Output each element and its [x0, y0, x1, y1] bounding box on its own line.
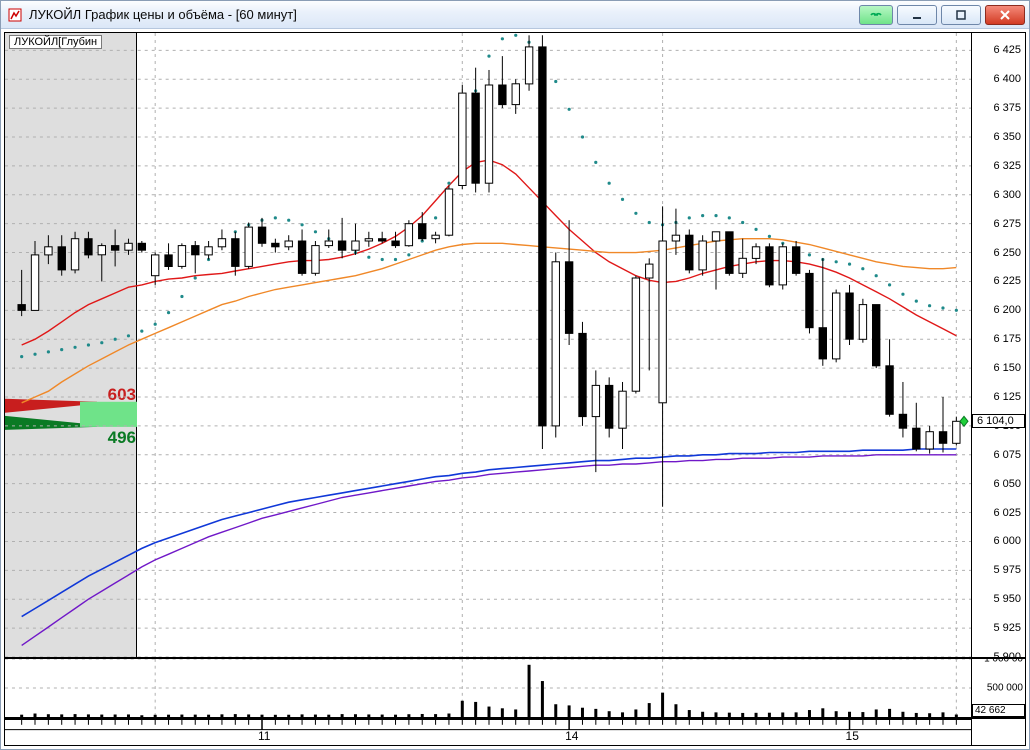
y-tick: 6 300 [993, 189, 1021, 201]
time-axis-pane: 11141516 [5, 719, 1025, 745]
y-tick: 5 950 [993, 593, 1021, 605]
chart-window: ЛУКОЙЛ График цены и объёма - [60 минут]… [0, 0, 1030, 750]
volume-pane[interactable]: 500 000 1 000 00 42 662 [5, 659, 1025, 719]
window-buttons [859, 5, 1025, 25]
y-tick: 6 200 [993, 304, 1021, 316]
y-tick: 6 000 [993, 535, 1021, 547]
y-tick: 6 075 [993, 449, 1021, 461]
price-pane[interactable]: ЛУКОЙЛ[Глубин 603496 5 9005 9255 9505 97… [5, 33, 1025, 659]
x-tick-label: 11 [258, 729, 270, 743]
y-tick: 6 225 [993, 275, 1021, 287]
y-tick: 6 125 [993, 391, 1021, 403]
app-icon [7, 7, 23, 23]
y-tick: 6 250 [993, 247, 1021, 259]
y-tick: 5 900 [993, 651, 1021, 659]
price-y-axis: 5 900 5 925 5 950 5 975 6 000 6 025 6 050 6 075… [971, 33, 1025, 657]
current-price-marker: 6 104,0 [972, 414, 1025, 428]
maximize-button[interactable] [941, 5, 981, 25]
link-button[interactable] [859, 5, 893, 25]
minimize-button[interactable] [897, 5, 937, 25]
current-volume-marker: 42 662 [972, 704, 1025, 717]
y-tick: 6 275 [993, 218, 1021, 230]
y-tick: 5 975 [993, 564, 1021, 576]
titlebar[interactable]: ЛУКОЙЛ График цены и объёма - [60 минут] [1, 1, 1029, 29]
close-button[interactable] [985, 5, 1025, 25]
y-tick: 6 025 [993, 507, 1021, 519]
y-tick: 6 375 [993, 102, 1021, 114]
vol-y-tick: 500 000 [987, 683, 1023, 694]
y-tick: 6 325 [993, 160, 1021, 172]
x-tick-label: 14 [565, 729, 578, 743]
window-title: ЛУКОЙЛ График цены и объёма - [60 минут] [29, 7, 859, 22]
y-tick: 6 350 [993, 131, 1021, 143]
y-tick: 6 400 [993, 73, 1021, 85]
x-tick-label: 15 [846, 729, 859, 743]
y-tick: 6 150 [993, 362, 1021, 374]
vol-y-tick: 1 000 00 [984, 659, 1023, 665]
chart-area: ЛУКОЙЛ[Глубин 603496 5 9005 9255 9505 97… [4, 32, 1026, 746]
y-tick: 6 175 [993, 333, 1021, 345]
y-tick: 6 425 [993, 44, 1021, 56]
y-tick: 5 925 [993, 622, 1021, 634]
y-tick: 6 050 [993, 478, 1021, 490]
volume-y-axis: 500 000 1 000 00 42 662 [971, 659, 1025, 717]
